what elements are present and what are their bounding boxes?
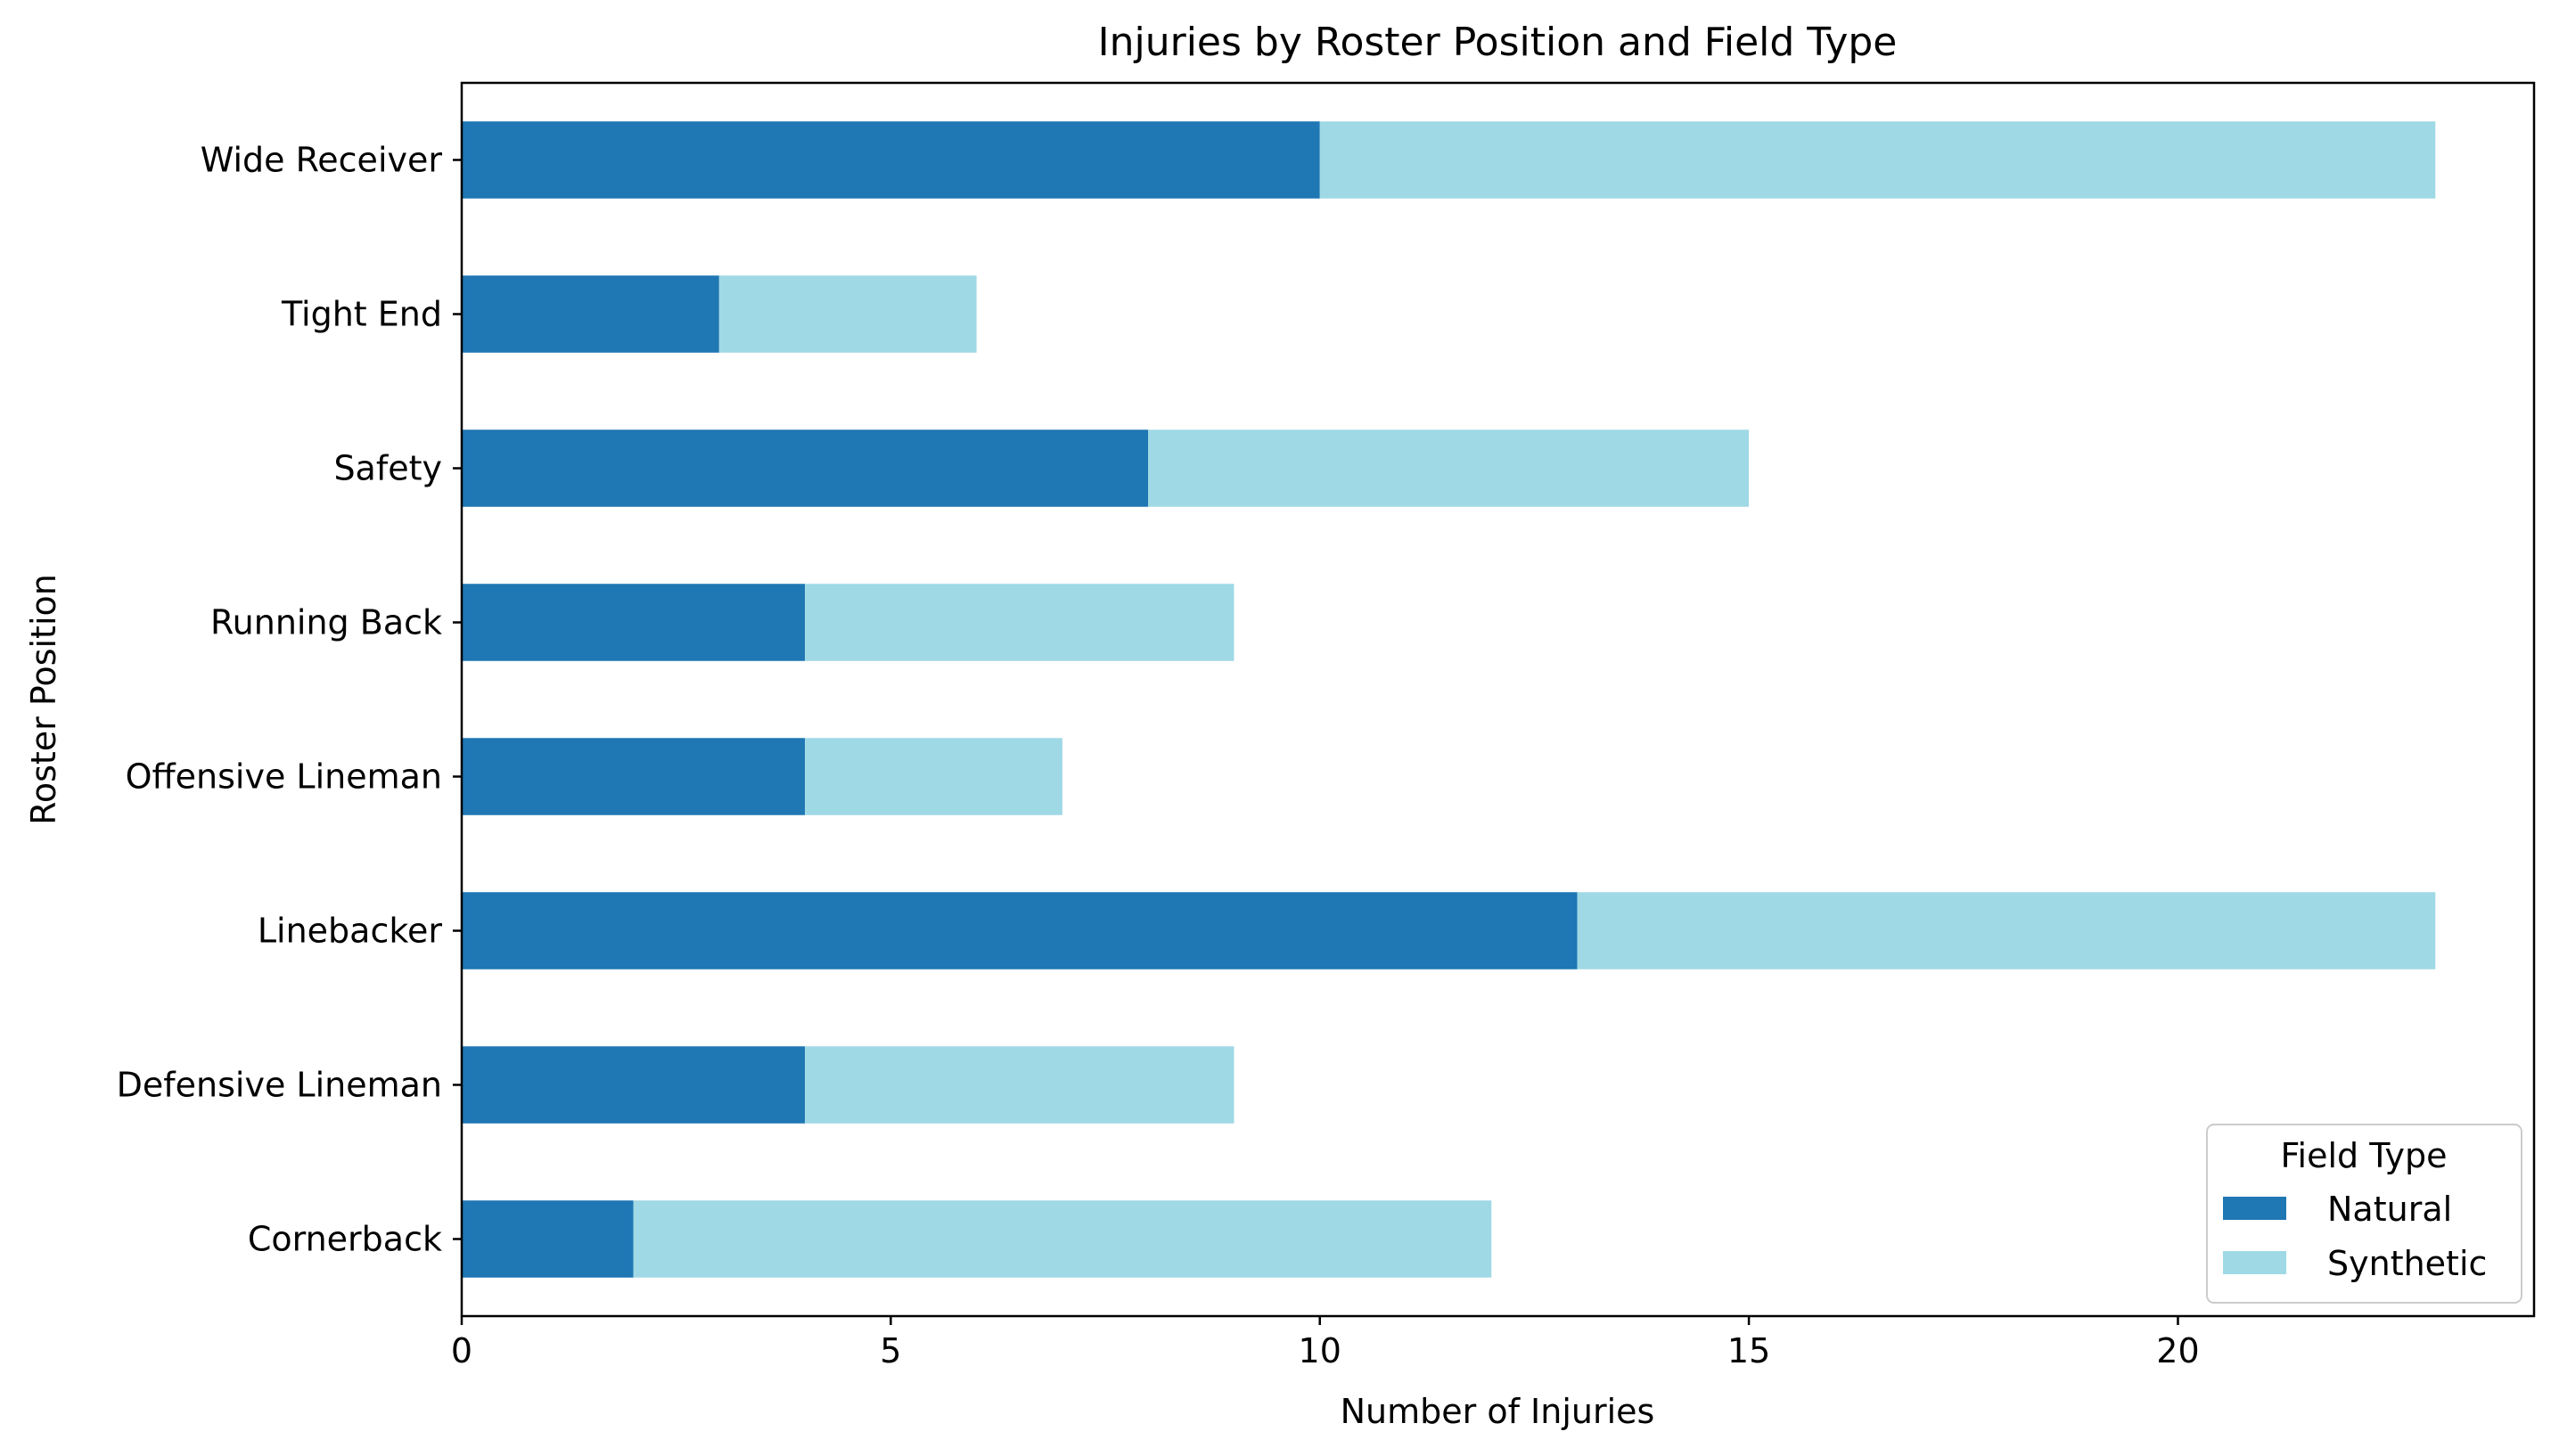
y-tick-label: Running Back xyxy=(210,603,442,642)
x-tick-label: 20 xyxy=(2156,1331,2199,1370)
bar-tight-end-natural xyxy=(462,275,719,353)
x-tick-label: 15 xyxy=(1727,1331,1770,1370)
bar-safety-synthetic xyxy=(1148,429,1750,507)
bar-offensive-lineman-natural xyxy=(462,738,806,815)
bar-linebacker-synthetic xyxy=(1577,892,2436,969)
bar-tight-end-synthetic xyxy=(718,275,977,353)
legend-label-synthetic: Synthetic xyxy=(2327,1244,2487,1283)
y-tick-label: Offensive Lineman xyxy=(126,757,442,797)
x-tick-label: 0 xyxy=(451,1331,472,1370)
bar-safety-natural xyxy=(462,429,1149,507)
y-tick-label: Defensive Lineman xyxy=(117,1066,442,1105)
bar-offensive-lineman-synthetic xyxy=(805,738,1062,815)
x-axis-ticks: 0 5 10 15 20 xyxy=(451,1316,2200,1370)
y-axis-ticks: Cornerback Defensive Lineman Linebacker Off… xyxy=(117,141,462,1259)
bar-defensive-lineman-synthetic xyxy=(805,1046,1234,1124)
bar-cornerback-synthetic xyxy=(633,1200,1492,1278)
y-tick-label: Tight End xyxy=(281,295,442,334)
bar-running-back-natural xyxy=(462,584,806,661)
bar-wide-receiver-synthetic xyxy=(1319,121,2436,199)
legend-label-natural: Natural xyxy=(2327,1190,2452,1229)
legend: Field Type Natural Synthetic xyxy=(2206,1124,2522,1304)
y-tick-label: Safety xyxy=(333,449,442,488)
y-tick-label: Wide Receiver xyxy=(201,141,443,180)
bar-defensive-lineman-natural xyxy=(462,1046,806,1124)
y-tick-label: Cornerback xyxy=(248,1220,442,1259)
bar-cornerback-natural xyxy=(462,1200,634,1278)
legend-title: Field Type xyxy=(2280,1136,2447,1175)
y-axis-label: Roster Position xyxy=(24,574,63,825)
x-tick-label: 5 xyxy=(880,1331,901,1370)
plot-frame xyxy=(460,81,2536,1318)
chart-title: Injuries by Roster Position and Field Ty… xyxy=(1098,20,1898,65)
bar-linebacker-natural xyxy=(462,892,1578,969)
bar-wide-receiver-natural xyxy=(462,121,1320,199)
bars-layer xyxy=(462,121,2436,1278)
x-axis-label: Number of Injuries xyxy=(1341,1392,1655,1431)
y-tick-label: Linebacker xyxy=(258,912,443,951)
legend-swatch-natural xyxy=(2223,1197,2286,1220)
legend-swatch-synthetic xyxy=(2223,1251,2286,1274)
x-tick-label: 10 xyxy=(1299,1331,1341,1370)
bar-running-back-synthetic xyxy=(805,584,1234,661)
